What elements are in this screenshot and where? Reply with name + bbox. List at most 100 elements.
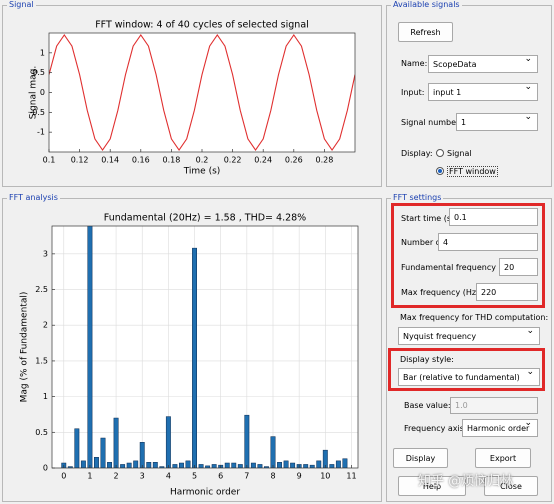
export-button[interactable]: Export: [475, 448, 531, 468]
bar: [231, 462, 237, 468]
bar: [80, 460, 86, 468]
bar: [303, 464, 309, 468]
bar: [257, 464, 263, 468]
x-tick-label: 1: [87, 472, 92, 481]
y-tick-label: 0: [40, 88, 45, 97]
bar: [192, 247, 197, 468]
bar: [270, 436, 276, 468]
label: Frequency axis:: [404, 424, 467, 433]
bar: [237, 464, 243, 468]
label: Max frequency (Hz):: [401, 288, 482, 297]
help-button[interactable]: Help: [398, 476, 466, 496]
panel-title: Signal: [7, 0, 36, 9]
x-tick-label: 6: [218, 472, 223, 481]
x-tick-label: 0: [61, 472, 66, 481]
x-tick-label: 7: [244, 472, 249, 481]
radio-fft-window[interactable]: [436, 167, 444, 175]
bar: [329, 464, 335, 468]
bar: [172, 464, 178, 468]
available-signals-panel: Available signals: [386, 0, 552, 187]
panel-title: FFT analysis: [7, 193, 60, 202]
thd-select[interactable]: Nyquist frequency: [398, 327, 540, 345]
x-tick-label: 3: [140, 472, 145, 481]
x-tick-label: 0.18: [162, 156, 180, 165]
highlight-box: [391, 203, 545, 308]
radio-signal[interactable]: [436, 149, 444, 157]
x-tick-label: 0.16: [132, 156, 150, 165]
x-axis-label: Time (s): [183, 167, 221, 177]
y-axis-label: Signal mag.: [29, 66, 39, 119]
bar: [224, 462, 230, 468]
x-tick-label: 8: [270, 472, 275, 481]
radio-label: FFT window: [447, 166, 498, 177]
data-layer: [49, 34, 355, 151]
bar: [198, 464, 204, 468]
bar: [277, 462, 282, 468]
label: Fundamental frequency (Hz):: [401, 263, 518, 272]
name-select[interactable]: ScopeData: [428, 55, 538, 73]
x-tick-label: 2: [114, 472, 119, 481]
data-layer: [61, 226, 348, 468]
radio-label: Signal: [447, 149, 472, 158]
x-tick-label: 0.24: [254, 156, 272, 165]
x-axis-label: Harmonic order: [170, 488, 240, 498]
y-tick-label: 0.5: [32, 68, 45, 77]
label: Signal number:: [401, 118, 462, 127]
x-tick-label: 0.1: [43, 156, 56, 165]
bar: [335, 460, 341, 468]
base-value-input: 1.0: [450, 397, 538, 414]
x-tick-label: 0.28: [315, 156, 333, 165]
refresh-button[interactable]: Refresh: [398, 22, 453, 42]
bar: [165, 416, 171, 468]
display-style-select[interactable]: Bar (relative to fundamental): [398, 368, 540, 386]
bar: [94, 457, 99, 468]
bar: [244, 414, 250, 468]
y-tick-label: 0.5: [35, 428, 48, 437]
plot-area: [49, 33, 355, 152]
x-tick-label: 0.26: [285, 156, 303, 165]
panel-title: Available signals: [391, 0, 462, 9]
signal-number-select[interactable]: 1: [456, 113, 538, 131]
signal-panel: Signal: [2, 0, 382, 187]
x-tick-label: 10: [320, 472, 330, 481]
y-tick-label: 3: [43, 249, 48, 258]
bar: [211, 464, 217, 468]
label: Display:: [401, 149, 433, 158]
plot-area: [52, 226, 358, 468]
bar: [283, 460, 289, 468]
fundamental-input[interactable]: 20: [499, 258, 538, 276]
bar: [139, 442, 145, 468]
panel-title: FFT settings: [391, 193, 444, 202]
signal-line: [49, 34, 355, 151]
display-button[interactable]: Display: [393, 448, 448, 468]
x-tick-label: 0.22: [224, 156, 242, 165]
y-axis-label: Mag (% of Fundamental): [20, 292, 30, 403]
x-tick-label: 0.12: [71, 156, 89, 165]
bar: [179, 462, 184, 468]
y-tick-label: 1.5: [35, 356, 48, 365]
start-time-input[interactable]: 0.1: [449, 208, 538, 226]
bar: [100, 437, 106, 468]
bar: [185, 460, 191, 468]
x-tick-label: 11: [346, 472, 356, 481]
cycles-input[interactable]: 4: [438, 233, 538, 251]
signal-chart: 0.1 0.12 0.14 0.16 0.18 0.2 0.22 0.24 0.26 0.28 -1…: [29, 20, 356, 177]
bar: [316, 460, 322, 468]
bar: [250, 462, 256, 468]
max-frequency-input[interactable]: 220: [476, 283, 538, 301]
axes-frame: [51, 225, 359, 469]
highlight-box: [388, 348, 545, 391]
fft-chart: 0 1 2 3 4 5 6 7 8 9 10 11 0 0.5 1 1.5 2 2.5 3 Fundamental (…: [20, 213, 359, 498]
fft-panel: FFT analysis: [2, 193, 382, 502]
label: Input:: [401, 88, 425, 97]
bar: [107, 462, 112, 468]
label: Name:: [401, 59, 428, 68]
close-button[interactable]: Close: [484, 476, 538, 496]
input-select[interactable]: input 1: [428, 83, 538, 101]
x-tick-label: 0.14: [101, 156, 119, 165]
frequency-axis-select[interactable]: Harmonic order: [462, 419, 538, 437]
y-tick-label: -1: [37, 128, 45, 137]
label: Number of cycles:: [401, 238, 473, 247]
bar: [146, 462, 152, 468]
